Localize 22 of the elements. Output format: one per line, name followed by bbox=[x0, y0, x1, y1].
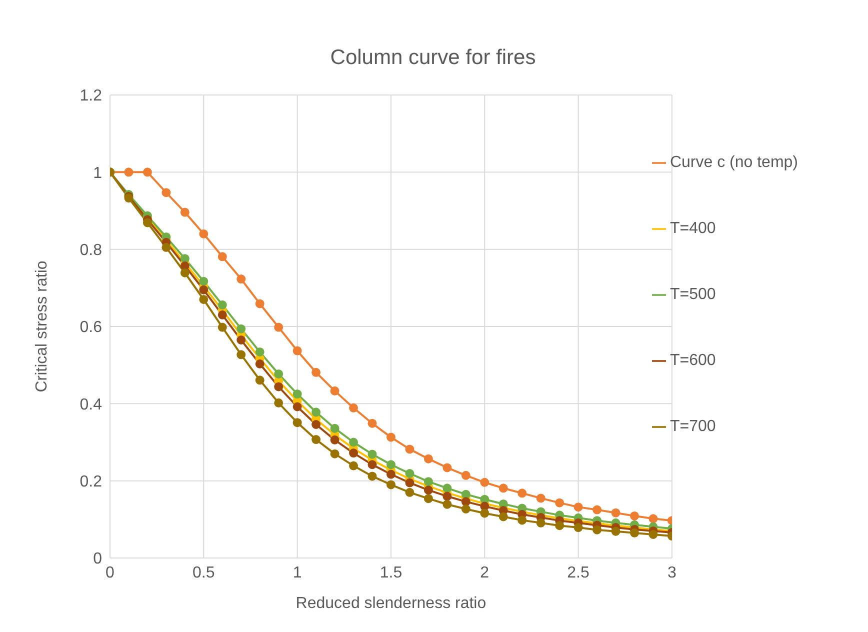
y-axis-title: Critical stress ratio bbox=[34, 260, 51, 392]
x-tick-label: 1 bbox=[292, 564, 302, 582]
x-tick-label: 2.5 bbox=[567, 564, 590, 582]
x-tick-label: 1.5 bbox=[380, 564, 402, 582]
legend-label: T=400 bbox=[670, 220, 716, 237]
x-tick-label: 0.5 bbox=[192, 564, 215, 582]
legend-label: T=700 bbox=[670, 418, 716, 435]
x-tick-label: 0 bbox=[106, 564, 115, 582]
legend-label: Curve c (no temp) bbox=[670, 154, 798, 171]
chart-title: Column curve for fires bbox=[329, 46, 537, 70]
y-tick-label: 0.2 bbox=[80, 474, 102, 491]
y-tick-label: 1.2 bbox=[80, 88, 102, 105]
y-tick-label: 0.6 bbox=[80, 319, 102, 336]
y-tick-label: 0 bbox=[93, 550, 102, 568]
y-tick-label: 0.8 bbox=[80, 242, 102, 260]
x-tick-label: 3 bbox=[668, 564, 676, 582]
y-tick-label: 0.4 bbox=[80, 396, 102, 414]
x-tick-label: 2 bbox=[480, 564, 490, 582]
legend-label: T=600 bbox=[670, 352, 716, 369]
y-tick-label: 1 bbox=[93, 164, 102, 182]
legend-label: T=500 bbox=[670, 286, 716, 303]
x-axis-title: Reduced slenderness ratio bbox=[296, 595, 486, 612]
